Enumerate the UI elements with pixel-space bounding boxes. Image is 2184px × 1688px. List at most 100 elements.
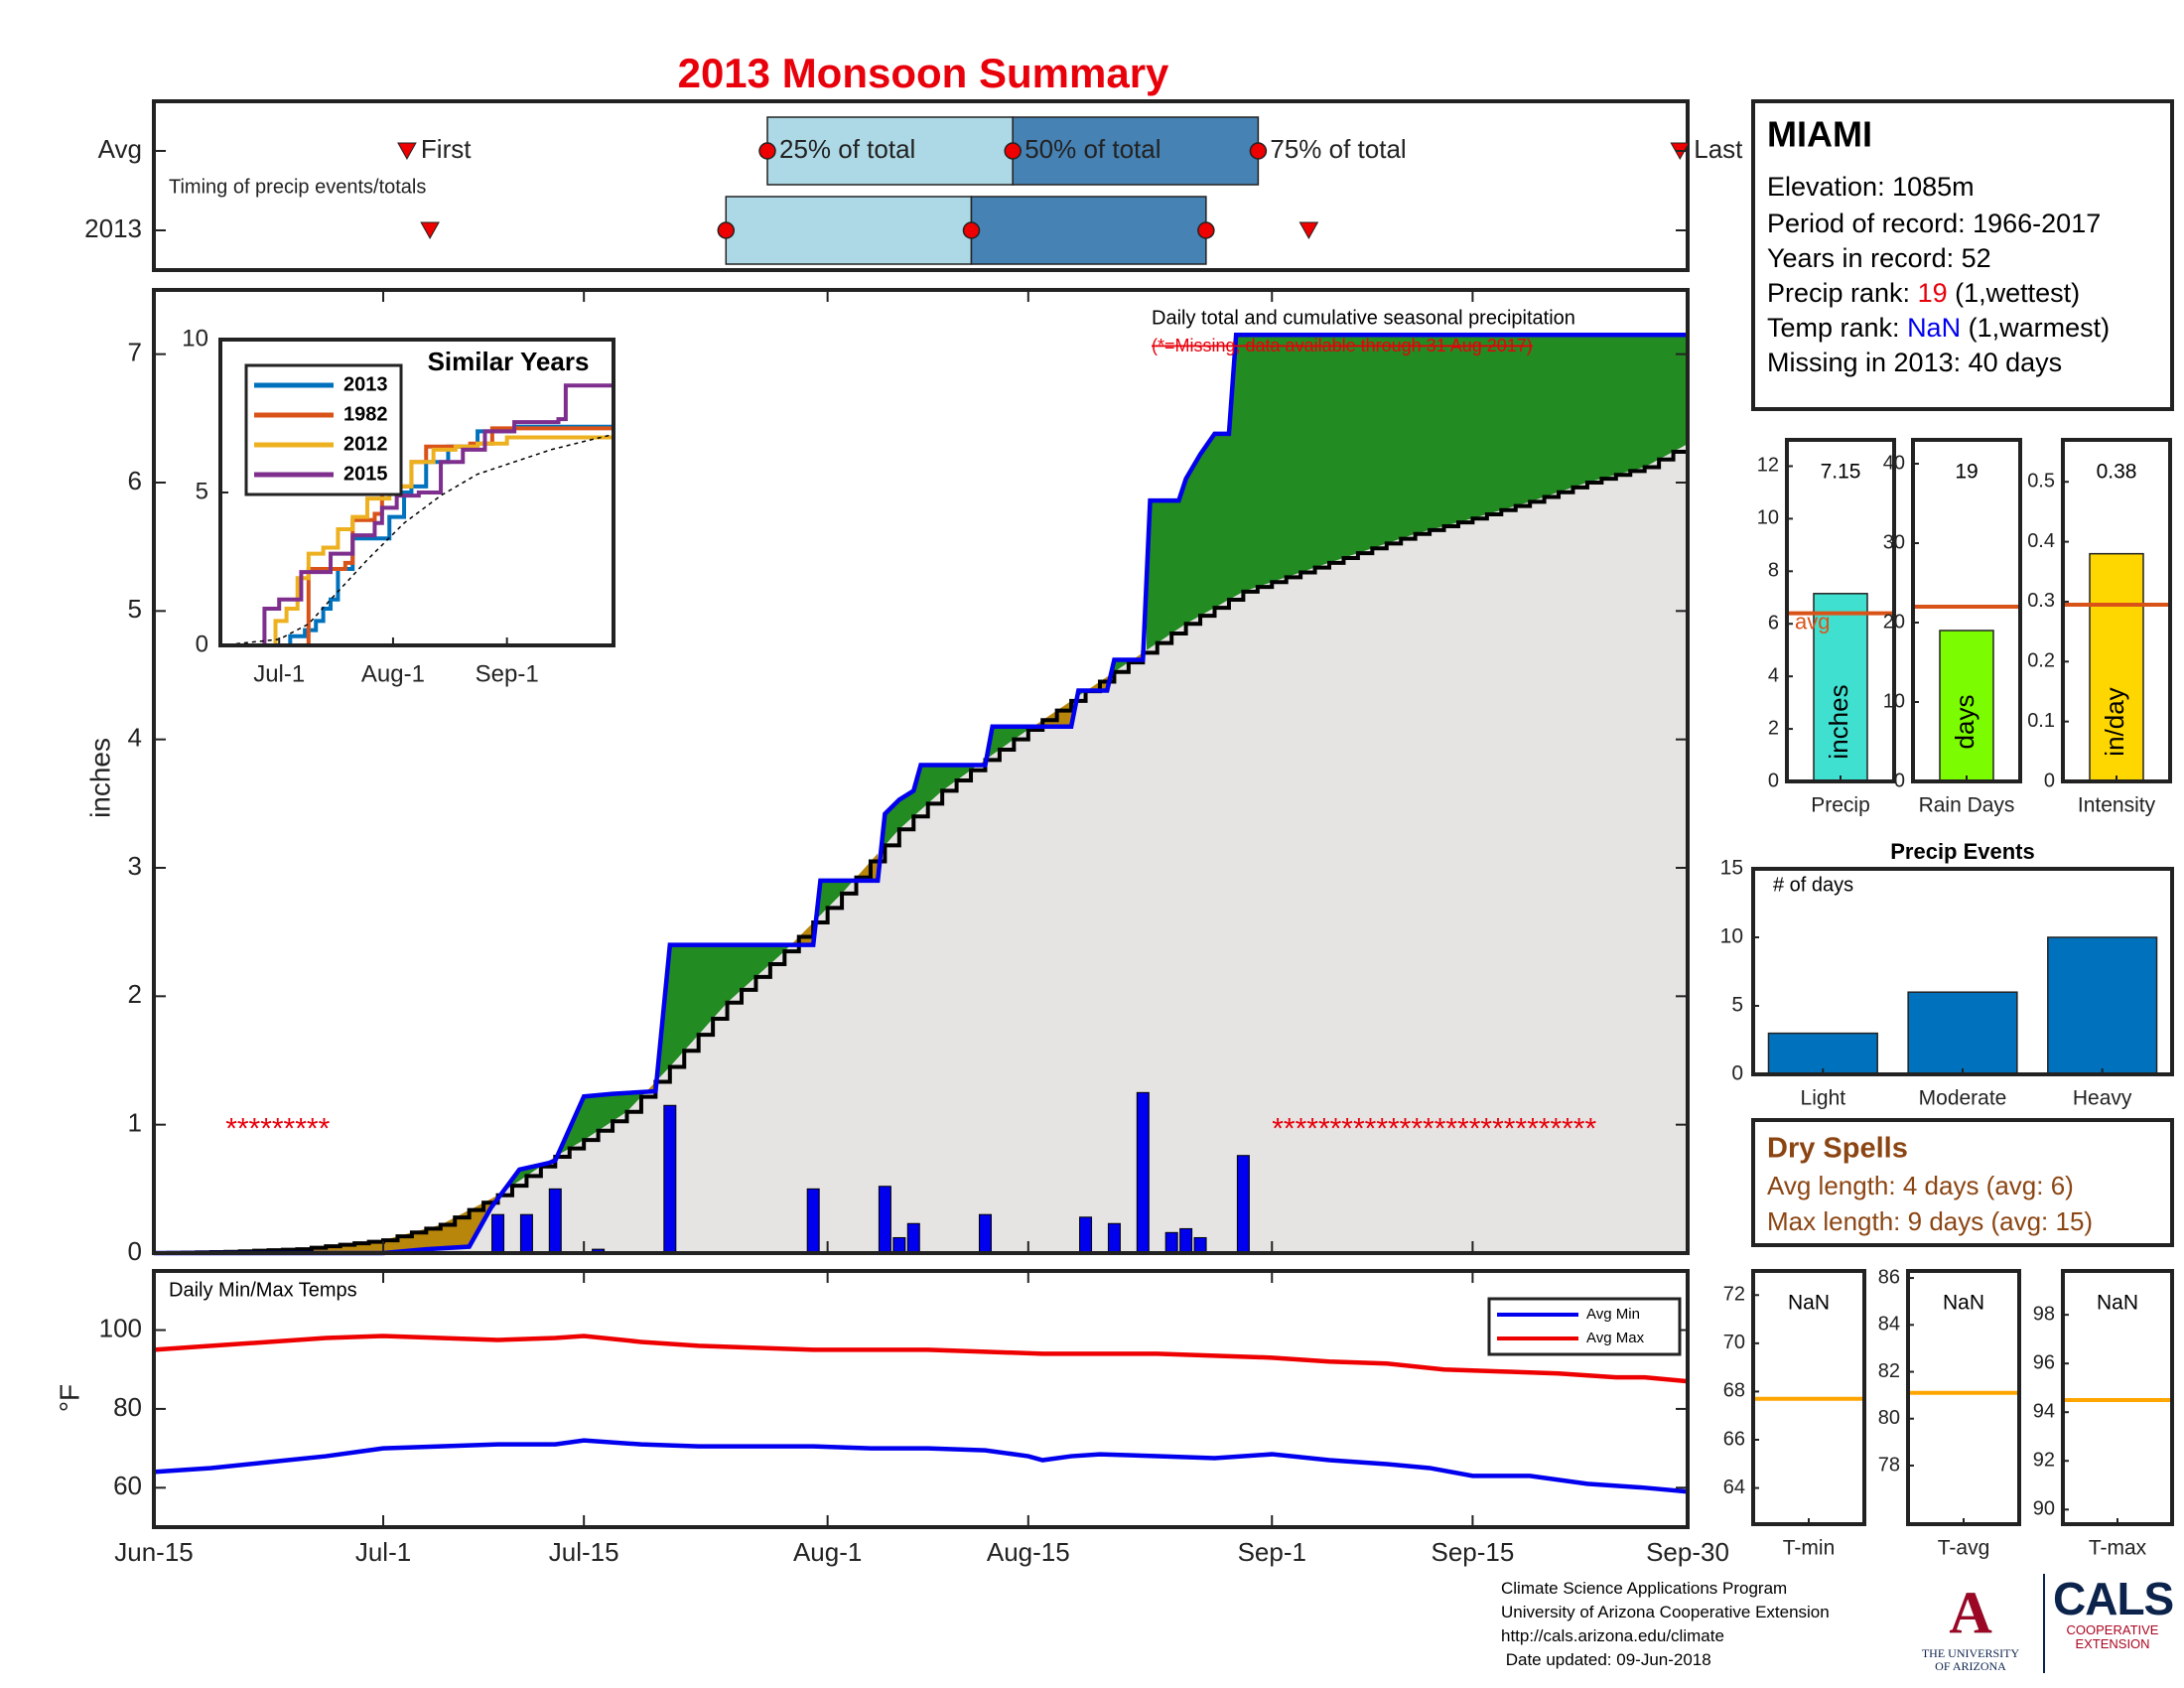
- daily-precip-bar-4: [663, 1104, 677, 1254]
- average-cumulative-line: [154, 444, 1690, 1255]
- intensity-ytick-4: 0.4: [2027, 530, 2055, 552]
- events-frame: [1751, 867, 2174, 1076]
- temp-ylabel: °F: [54, 1384, 84, 1412]
- intensity-value: 0.38: [2097, 461, 2137, 484]
- station-years: Years in record: 52: [1767, 243, 1991, 273]
- inset-title: Similar Years: [428, 347, 590, 376]
- events-ytick-15: 15: [1720, 857, 1743, 880]
- timing-row-label-2013: 2013: [84, 213, 142, 243]
- raindays-ytick-3: 30: [1883, 531, 1905, 553]
- inset-ytick-5: 5: [196, 478, 208, 504]
- footer-date: Date updated: 09-Jun-2018: [1501, 1650, 1711, 1669]
- daily-precip-bar-16: [1236, 1155, 1250, 1254]
- intensity-bar-unit: in/day: [2100, 687, 2129, 756]
- timing-triangle-last-2013: [1298, 221, 1319, 240]
- events-ytick-0: 0: [1731, 1062, 1743, 1085]
- events-title: Precip Events: [1890, 839, 2035, 864]
- xtick-sep-15: Sep-15: [1431, 1537, 1514, 1567]
- timing-box-25-50-avg: [766, 116, 1014, 186]
- events-bar-moderate: [1907, 991, 2018, 1075]
- main-ytick-2: 2: [128, 979, 142, 1009]
- main-panel-subtitle: (*=Missing, data available through 31 Au…: [1152, 336, 1533, 355]
- daily-precip-bar-5: [806, 1188, 820, 1254]
- average-cumulative-area: [154, 444, 1688, 1253]
- precip-ytick-4: 8: [1768, 560, 1779, 582]
- main-ytick-0: 0: [128, 1236, 142, 1266]
- timing-marker-p75-avg: [1249, 142, 1268, 160]
- raindays-ytick-4: 40: [1883, 452, 1905, 474]
- timing-marker-p75-2013: [1197, 221, 1215, 239]
- main-panel-title: Daily total and cumulative seasonal prec…: [1152, 307, 1575, 329]
- raindays-ytick-1: 10: [1883, 690, 1905, 712]
- temp-legend-label-1: Avg Max: [1586, 1330, 1645, 1346]
- timing-marker-p25-avg: [758, 142, 776, 160]
- intensity-ytick-5: 0.5: [2027, 471, 2055, 492]
- surplus-area-8: [1146, 335, 1688, 650]
- tmax-background: [2063, 1271, 2172, 1524]
- main-ytick-3: 3: [128, 851, 142, 881]
- main-ytick-4: 4: [128, 723, 142, 753]
- deficit-area-0: [193, 1193, 502, 1253]
- tavg-ytick-1: 80: [1878, 1407, 1900, 1429]
- daily-precip-bar-10: [1079, 1216, 1093, 1254]
- tmax-ytick-4: 98: [2033, 1303, 2055, 1325]
- observed-cumulative-line: [154, 333, 1688, 1256]
- daily-precip-bar-6: [878, 1186, 891, 1254]
- events-bar-light: [1767, 1032, 1878, 1075]
- xtick-jul-15: Jul-15: [549, 1537, 619, 1567]
- dry-spells-avg: Avg length: 4 days (avg: 6): [1767, 1171, 2074, 1200]
- tmin-ytick-2: 68: [1723, 1380, 1745, 1402]
- raindays-bar-unit: days: [1950, 695, 1979, 750]
- daily-precip-bar-13: [1164, 1231, 1178, 1254]
- temp-ytick-80: 80: [113, 1392, 142, 1422]
- events-inner-label: # of days: [1773, 874, 1853, 896]
- tmin-ytick-4: 72: [1723, 1284, 1745, 1306]
- dry-spells-max: Max length: 9 days (avg: 15): [1767, 1206, 2093, 1236]
- daily-precip-bar-14: [1179, 1227, 1193, 1254]
- tavg-category: T-avg: [1938, 1537, 1990, 1560]
- precip-ytick-6: 12: [1757, 455, 1779, 477]
- precip-value: 7.15: [1821, 461, 1861, 484]
- raindays-value: 19: [1955, 461, 1978, 484]
- footer-program: Climate Science Applications Program: [1501, 1579, 1788, 1598]
- precip-bar-unit: inches: [1824, 684, 1853, 759]
- station-elevation: Elevation: 1085m: [1767, 172, 1975, 202]
- inset-xtick-0: Jul-1: [253, 660, 305, 687]
- xtick-jun-15: Jun-15: [114, 1537, 194, 1567]
- daily-precip-bar-7: [892, 1236, 906, 1254]
- footer-university: University of Arizona Cooperative Extens…: [1501, 1603, 1830, 1621]
- daily-precip-bar-2: [548, 1188, 562, 1254]
- daily-precip-bar-15: [1193, 1236, 1207, 1254]
- xtick-aug-1: Aug-1: [793, 1537, 862, 1567]
- temp-line-avg-min: [153, 1438, 1689, 1494]
- main-ytick-7: 7: [128, 338, 142, 367]
- precip-ytick-0: 0: [1768, 770, 1779, 791]
- cals-logo: CALS COOPERATIVE EXTENSION: [2053, 1573, 2174, 1651]
- inset-legend-label-1982: 1982: [343, 403, 388, 425]
- tmin-category: T-min: [1783, 1537, 1836, 1560]
- precip-ytick-1: 2: [1768, 717, 1779, 739]
- missing-markers-late: ****************************: [1272, 1113, 1596, 1146]
- tavg-ytick-2: 82: [1878, 1360, 1900, 1382]
- events-ytick-10: 10: [1720, 925, 1743, 948]
- intensity-ytick-1: 0.1: [2027, 710, 2055, 732]
- tmax-ytick-3: 96: [2033, 1351, 2055, 1373]
- precip-avg-label: avg: [1795, 609, 1830, 633]
- inset-xtick-1: Aug-1: [361, 660, 425, 687]
- inset-legend-label-2013: 2013: [343, 373, 388, 395]
- inset-ytick-10: 10: [182, 325, 208, 352]
- chart-title: 2013 Monsoon Summary: [678, 50, 1169, 96]
- tavg-value: NaN: [1943, 1292, 1984, 1315]
- tavg-ytick-4: 86: [1878, 1266, 1900, 1288]
- daily-precip-bar-0: [491, 1213, 505, 1254]
- footer-url[interactable]: http://cals.arizona.edu/climate: [1501, 1626, 1724, 1645]
- temp-panel-title: Daily Min/Max Temps: [169, 1279, 357, 1301]
- xtick-aug-15: Aug-15: [987, 1537, 1070, 1567]
- timing-panel-frame: [152, 99, 1690, 272]
- station-info-frame: [1751, 99, 2174, 411]
- dry-spells-frame: [1751, 1118, 2174, 1247]
- timing-box-50-75-2013: [970, 196, 1207, 265]
- main-ylabel: inches: [84, 738, 115, 818]
- precip-ytick-5: 10: [1757, 507, 1779, 529]
- tmax-category: T-max: [2089, 1537, 2147, 1560]
